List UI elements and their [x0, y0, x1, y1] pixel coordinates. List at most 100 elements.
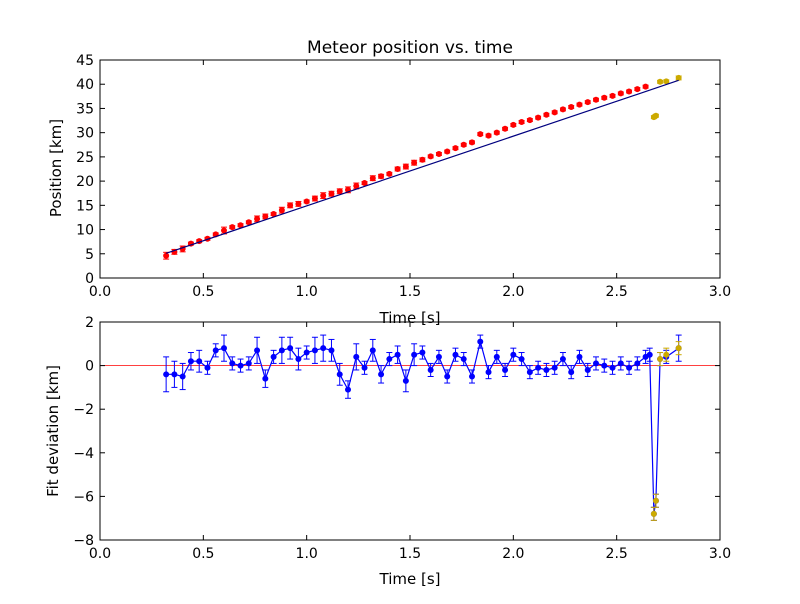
measured-point — [361, 180, 368, 187]
chart-title: Meteor position vs. time — [307, 38, 513, 58]
deviation-point — [187, 358, 194, 365]
outlier-point — [663, 351, 670, 358]
deviation-point — [444, 373, 451, 380]
x-axis-label: Time [s] — [379, 570, 441, 588]
deviation-point — [278, 347, 285, 354]
plot-area — [163, 74, 682, 260]
measured-point — [526, 117, 533, 124]
fit-line — [165, 79, 679, 254]
measured-point — [642, 83, 649, 90]
measured-point — [609, 92, 616, 99]
measured-point — [245, 219, 252, 226]
measured-point — [303, 198, 310, 205]
deviation-point — [311, 347, 318, 354]
deviation-point — [493, 353, 500, 360]
measured-point — [593, 96, 599, 103]
y-tick-label: −6 — [73, 489, 94, 505]
measured-point — [626, 88, 633, 95]
y-tick-label: 30 — [76, 126, 94, 142]
measured-point — [559, 106, 566, 113]
measured-point — [237, 222, 244, 229]
outlier-point — [657, 356, 664, 363]
y-tick-label: −4 — [73, 446, 94, 462]
deviation-point — [386, 356, 393, 363]
measured-point — [543, 111, 550, 118]
x-tick-label: 1.5 — [399, 546, 421, 562]
deviation-point — [328, 347, 335, 354]
x-tick-label: 2.0 — [502, 284, 524, 300]
measured-point — [460, 141, 467, 148]
deviation-point — [163, 371, 170, 378]
y-tick-label: 0 — [85, 359, 94, 375]
measured-point — [584, 99, 591, 106]
measured-point — [270, 211, 277, 218]
x-tick-label: 1.0 — [296, 546, 318, 562]
deviation-point — [593, 360, 599, 367]
y-tick-label: 20 — [76, 174, 94, 190]
plot-frame — [99, 321, 721, 541]
measured-point — [311, 195, 318, 202]
y-tick-label: 45 — [76, 53, 94, 69]
deviation-point — [601, 362, 608, 369]
measured-point — [328, 190, 335, 197]
y-tick-label: 0 — [85, 271, 94, 287]
x-tick-label: 2.0 — [502, 546, 524, 562]
deviation-point — [204, 364, 211, 371]
position-chart: Meteor position vs. time Position [km] T… — [47, 38, 731, 327]
deviation-point — [287, 345, 294, 352]
measured-point — [502, 125, 509, 132]
deviation-point — [402, 377, 409, 384]
deviation-point — [353, 353, 360, 360]
measured-point — [254, 215, 261, 222]
deviation-point — [485, 369, 492, 376]
measured-point — [221, 227, 227, 234]
deviation-point — [196, 358, 203, 365]
deviation-point — [526, 369, 533, 376]
x-tick-label: 1.0 — [296, 284, 318, 300]
y-ticks: −8 −6 −4 −2 0 2 — [73, 315, 720, 549]
deviation-point — [535, 364, 542, 371]
measured-point — [568, 103, 575, 110]
deviation-point — [212, 347, 219, 354]
deviation-point — [254, 347, 261, 354]
x-tick-label: 3.0 — [709, 546, 731, 562]
measured-point — [452, 145, 459, 152]
deviation-point — [477, 338, 484, 345]
deviation-point — [229, 360, 236, 367]
measured-point — [444, 148, 451, 155]
deviation-point — [171, 371, 178, 378]
y-tick-label: 35 — [76, 101, 94, 117]
deviation-point — [559, 356, 566, 363]
measured-point — [576, 101, 583, 108]
deviation-point — [245, 360, 252, 367]
deviation-point — [634, 360, 641, 367]
deviation-point — [361, 364, 368, 371]
outlier-point — [650, 510, 657, 517]
deviation-point — [345, 386, 351, 393]
measured-point — [634, 86, 641, 93]
y-tick-label: 40 — [76, 77, 94, 93]
measured-point — [402, 163, 409, 170]
deviation-chart: Fit deviation [km] Time [s] 0.0 0.5 1.0 1.5… — [44, 315, 731, 588]
deviation-point — [270, 353, 277, 360]
deviation-point — [419, 349, 426, 356]
measured-point — [378, 173, 385, 180]
measured-point — [535, 114, 542, 121]
deviation-point — [427, 366, 434, 373]
measured-point — [386, 170, 393, 177]
deviation-point — [262, 375, 269, 382]
measured-point — [419, 156, 426, 163]
measured-point — [477, 131, 484, 138]
plot-area — [100, 334, 720, 521]
x-tick-label: 0.5 — [192, 546, 214, 562]
measured-point — [394, 166, 401, 172]
deviation-point — [336, 371, 343, 378]
x-tick-label: 2.5 — [606, 546, 628, 562]
deviation-point — [378, 371, 385, 378]
outlier-point — [652, 497, 659, 504]
deviation-point — [543, 366, 550, 373]
x-ticks: 0.0 0.5 1.0 1.5 2.0 2.5 3.0 — [89, 322, 731, 562]
deviation-point — [584, 366, 591, 373]
measured-point — [601, 94, 608, 101]
